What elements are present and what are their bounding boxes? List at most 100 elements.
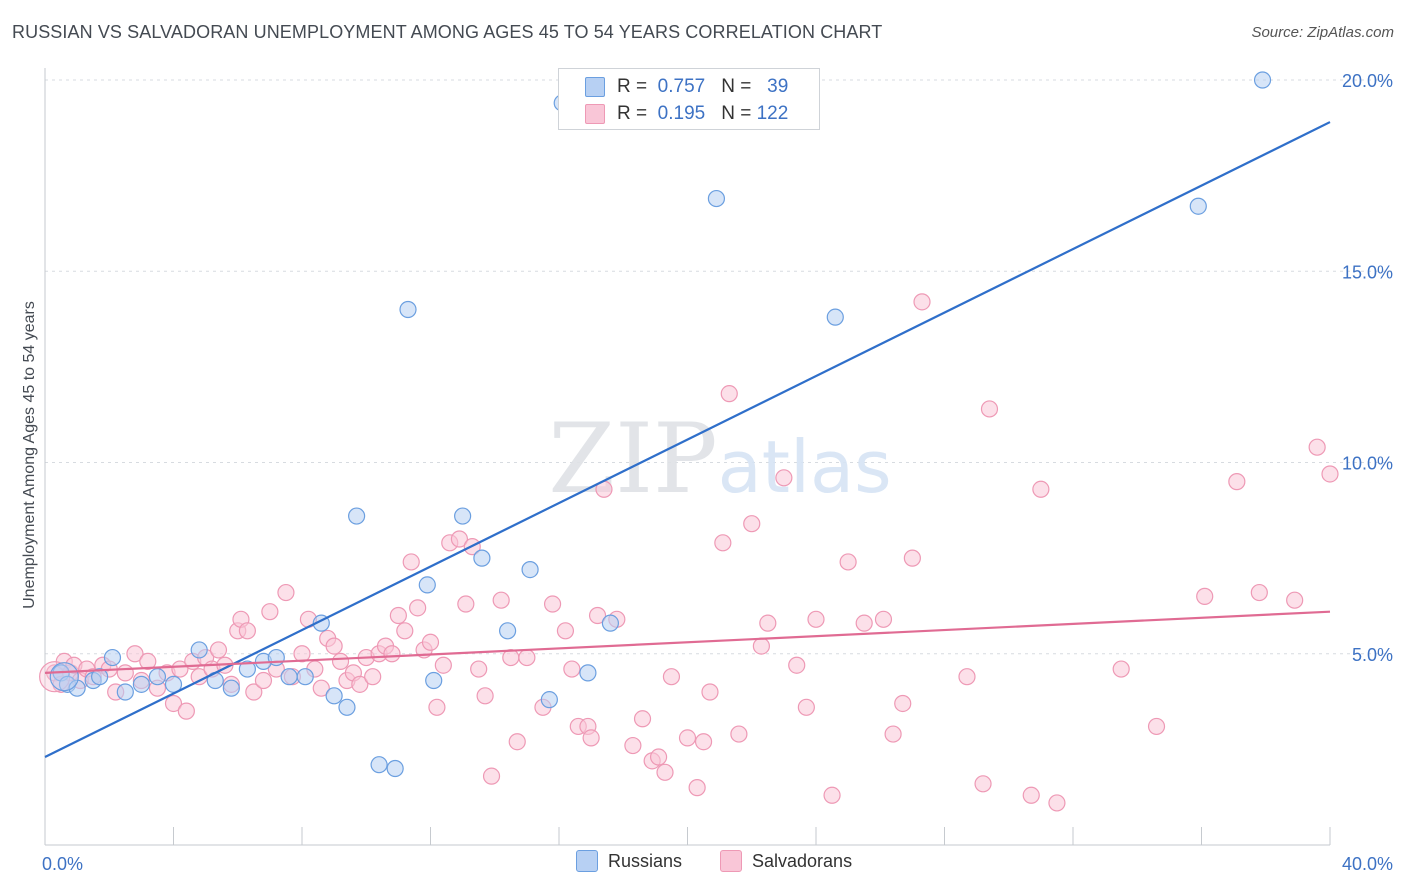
salvadorans-point — [1112, 660, 1130, 678]
salvadorans-point — [775, 469, 793, 487]
stats-row-salvadorans: R = 0.195 N = 122 — [585, 103, 788, 125]
russians-point — [370, 756, 388, 774]
stats-row-russians: R = 0.757 N = 39 — [585, 76, 788, 98]
russians-point — [296, 668, 314, 686]
salvadorans-point — [450, 530, 469, 548]
salvadorans-point — [588, 606, 607, 625]
legend-item-russians[interactable]: Russians — [576, 850, 682, 872]
salvadorans-point — [788, 656, 806, 674]
salvadorans-point — [903, 549, 921, 567]
y-tick-label: 5.0% — [1352, 645, 1393, 665]
legend-label-salvadorans: Salvadorans — [752, 850, 853, 871]
salvadorans-point — [823, 786, 841, 804]
salvadorans-point — [563, 660, 581, 678]
x-tick-label: 0.0% — [42, 854, 83, 874]
salvadorans-point — [720, 385, 738, 403]
russians-point — [473, 549, 491, 567]
russians-point — [190, 641, 208, 659]
salvadorans-point — [633, 710, 652, 728]
russians-point — [338, 698, 356, 716]
r-value: 0.195 — [657, 103, 706, 124]
salvadorans-point — [331, 652, 350, 671]
salvadorans-point — [980, 400, 999, 418]
y-tick-label: 10.0% — [1342, 454, 1393, 474]
stats-legend: R = 0.757 N = 39 R = 0.195 N = 122 — [558, 68, 820, 130]
salvadorans-point — [312, 679, 330, 697]
russians-point — [116, 683, 134, 701]
salvadorans-point — [743, 515, 761, 533]
salvadorans-trend-line — [44, 610, 1331, 674]
salvadorans-point — [807, 610, 825, 628]
salvadorans-point — [730, 725, 748, 743]
salvadorans-point — [139, 652, 157, 671]
r-label: R = — [617, 76, 648, 97]
salvadorans-point — [492, 591, 510, 609]
salvadorans-point — [1147, 717, 1166, 736]
salvadorans-point — [389, 606, 407, 625]
salvadorans-point — [434, 656, 452, 674]
salvadorans-point — [1048, 794, 1066, 812]
salvadorans-point — [508, 733, 526, 751]
russians-point — [348, 507, 366, 525]
russians-point — [540, 691, 558, 709]
r-label: R = — [617, 103, 648, 124]
salvadorans-point — [797, 698, 815, 716]
salvadorans-point — [656, 763, 674, 781]
salvadorans-point — [556, 622, 575, 640]
chart-title: RUSSIAN VS SALVADORAN UNEMPLOYMENT AMONG… — [12, 22, 883, 42]
salvadorans-point — [543, 595, 562, 613]
salvadorans-point — [894, 694, 912, 713]
russians-point — [1253, 71, 1272, 89]
salvadorans-point — [482, 767, 501, 785]
salvadorans-point — [126, 645, 144, 663]
salvadorans-point — [688, 779, 706, 797]
russians-point — [68, 679, 86, 697]
russians-point — [148, 668, 167, 686]
y-tick-label: 15.0% — [1342, 262, 1393, 282]
russians-point — [399, 300, 417, 319]
salvadorans-point — [884, 725, 902, 743]
salvadorans-point — [164, 694, 183, 713]
salvadorans-point — [1308, 438, 1326, 456]
salvadorans-point — [177, 702, 195, 720]
salvadorans-point — [1250, 583, 1268, 602]
salvadorans-point — [238, 622, 256, 640]
salvadorans-point — [245, 683, 263, 701]
salvadorans-point — [701, 683, 719, 701]
salvadorans-point — [752, 637, 770, 655]
salvadorans-point — [383, 645, 401, 663]
salvadorans-point — [325, 637, 343, 655]
salvadorans-point — [839, 553, 857, 571]
salvadorans-point — [476, 687, 494, 705]
salvadorans-point — [1321, 465, 1339, 483]
salvadorans-point — [261, 603, 279, 621]
series-legend: Russians Salvadorans — [0, 850, 1406, 878]
salvadorans-swatch — [585, 104, 605, 124]
salvadorans-point — [457, 595, 475, 613]
grid-lines — [45, 79, 1392, 655]
salvadorans-point — [958, 668, 976, 686]
n-label: N = — [721, 76, 752, 97]
salvadorans-points — [39, 293, 1339, 812]
salvadorans-point — [624, 736, 642, 755]
axes — [44, 68, 1331, 846]
salvadorans-point — [582, 729, 600, 747]
russians-swatch — [585, 77, 605, 97]
trend-lines — [44, 121, 1331, 759]
salvadorans-point — [409, 599, 427, 617]
legend-item-salvadorans[interactable]: Salvadorans — [720, 850, 852, 872]
salvadorans-point — [678, 729, 697, 747]
salvadorans-point — [913, 293, 931, 311]
russians-point — [103, 648, 122, 667]
y-tick-labels: 5.0% 10.0% 15.0% 20.0% — [1342, 71, 1393, 665]
salvadorans-point — [209, 641, 228, 659]
source-credit: Source: ZipAtlas.com — [1251, 24, 1394, 41]
salvadorans-point — [1228, 473, 1246, 491]
salvadorans-point — [277, 583, 295, 602]
n-value: 39 — [767, 76, 789, 97]
x-tick-labels: 0.0% 40.0% — [42, 854, 1393, 874]
salvadorans-legend-swatch — [720, 850, 742, 872]
russians-point — [579, 664, 597, 682]
russians-legend-swatch — [576, 850, 598, 872]
russians-point — [386, 759, 404, 778]
